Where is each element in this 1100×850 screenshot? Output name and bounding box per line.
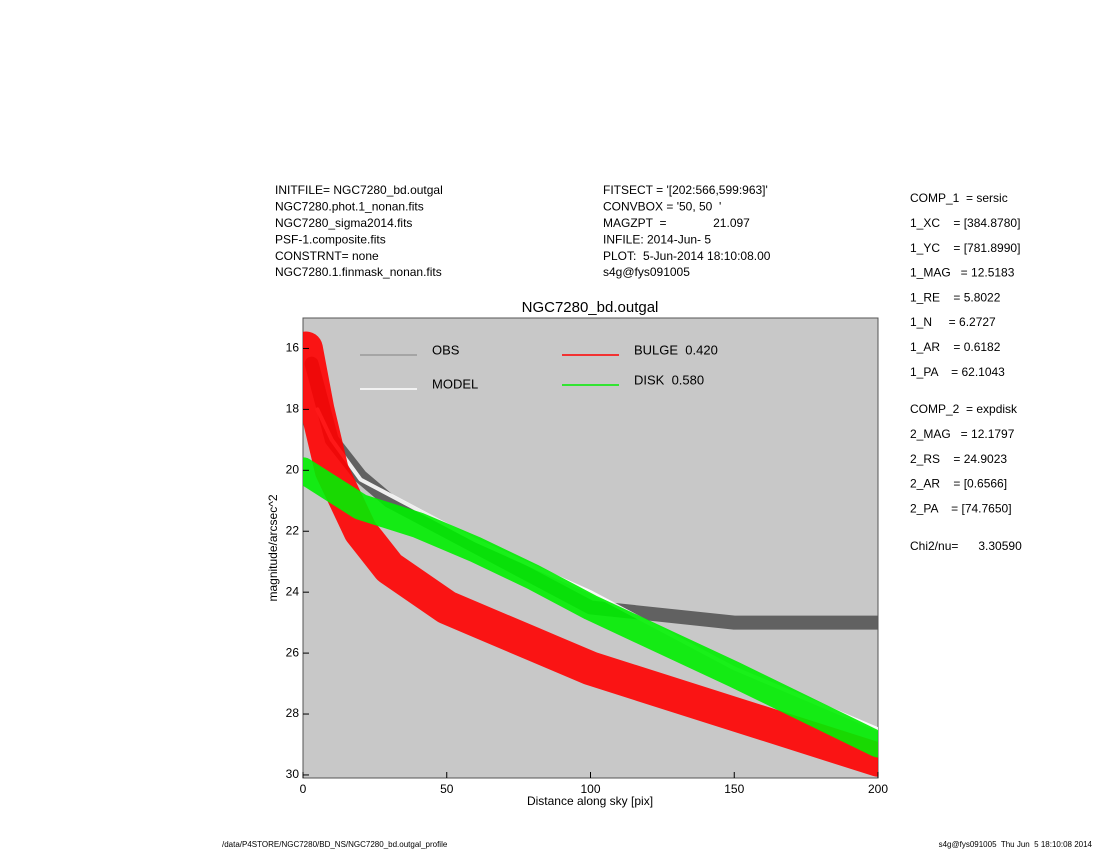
x-tick-label: 50 xyxy=(440,782,454,796)
header-middle-line: PLOT: 5-Jun-2014 18:10:08.00 xyxy=(603,249,771,263)
header-left-line: NGC7280_sigma2014.fits xyxy=(275,216,412,230)
parameter: 1_MAG = 12.5183 xyxy=(910,266,1015,280)
header-middle-line: s4g@fys091005 xyxy=(603,265,690,279)
y-tick-label: 24 xyxy=(286,584,300,598)
x-tick-label: 100 xyxy=(580,782,600,796)
parameter: 1_AR = 0.6182 xyxy=(910,340,1001,354)
parameter: 1_XC = [384.8780] xyxy=(910,216,1020,230)
header-middle-line: CONVBOX = '50, 50 ' xyxy=(603,200,721,214)
y-axis-label: magnitude/arcsec^2 xyxy=(266,494,280,601)
legend-label: DISK 0.580 xyxy=(634,372,704,387)
footer-left: /data/P4STORE/NGC7280/BD_NS/NGC7280_bd.o… xyxy=(222,840,448,849)
header-middle-line: MAGZPT = 21.097 xyxy=(603,216,750,230)
x-tick-label: 150 xyxy=(724,782,744,796)
header-left-line: NGC7280.phot.1_nonan.fits xyxy=(275,200,424,214)
parameter: 2_RS = 24.9023 xyxy=(910,452,1007,466)
y-tick-label: 22 xyxy=(286,523,300,537)
series-band xyxy=(303,331,878,777)
y-tick-label: 20 xyxy=(286,462,300,476)
header-left-line: PSF-1.composite.fits xyxy=(275,232,386,246)
y-tick-label: 18 xyxy=(286,402,300,416)
header-middle-line: FITSECT = '[202:566,599:963]' xyxy=(603,183,768,197)
y-tick-label: 28 xyxy=(286,706,300,720)
header-left-line: CONSTRNT= none xyxy=(275,249,379,263)
header-left-line: INITFILE= NGC7280_bd.outgal xyxy=(275,183,443,197)
x-axis-label: Distance along sky [pix] xyxy=(527,794,653,808)
header-middle-line: INFILE: 2014-Jun- 5 xyxy=(603,232,711,246)
x-tick-label: 200 xyxy=(868,782,888,796)
legend-label: MODEL xyxy=(432,376,478,391)
y-tick-label: 30 xyxy=(286,767,300,781)
legend-label: OBS xyxy=(432,342,460,357)
plot-content xyxy=(303,331,878,777)
parameter: COMP_2 = expdisk xyxy=(910,402,1018,416)
parameter: 2_AR = [0.6566] xyxy=(910,477,1007,491)
parameter: 1_N = 6.2727 xyxy=(910,315,996,329)
parameter: 2_PA = [74.7650] xyxy=(910,501,1012,515)
parameter: COMP_1 = sersic xyxy=(910,191,1008,205)
chi-value: Chi2/nu= 3.30590 xyxy=(910,539,1022,553)
header-left-line: NGC7280.1.finmask_nonan.fits xyxy=(275,265,442,279)
parameter: 2_MAG = 12.1797 xyxy=(910,427,1015,441)
series-band xyxy=(303,457,878,758)
y-tick-label: 26 xyxy=(286,645,300,659)
x-tick-label: 0 xyxy=(300,782,307,796)
parameter: 1_PA = 62.1043 xyxy=(910,365,1005,379)
y-tick-label: 16 xyxy=(286,341,300,355)
parameter: 1_YC = [781.8990] xyxy=(910,241,1020,255)
footer-right: s4g@fys091005 Thu Jun 5 18:10:08 2014 xyxy=(939,840,1093,849)
legend-label: BULGE 0.420 xyxy=(634,342,718,357)
parameter: 1_RE = 5.8022 xyxy=(910,290,1001,304)
chart-title: NGC7280_bd.outgal xyxy=(522,299,659,316)
